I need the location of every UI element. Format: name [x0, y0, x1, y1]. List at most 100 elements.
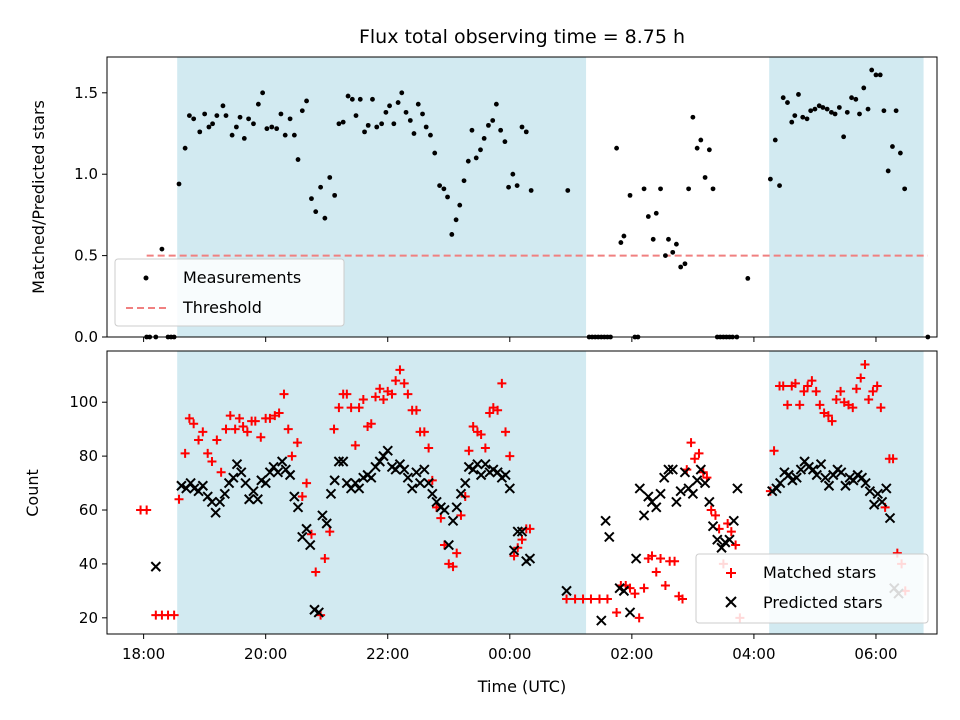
measurement-point [182, 145, 188, 151]
measurement-point [873, 72, 879, 78]
matched-star-point [651, 567, 661, 577]
matched-star-point [811, 386, 821, 396]
measurement-point [789, 119, 795, 125]
measurement-point [264, 126, 270, 132]
matched-star-point [782, 400, 792, 410]
measurement-point [370, 96, 375, 102]
matched-star-point [448, 562, 458, 572]
measurement-point [357, 96, 363, 102]
measurement-point [506, 184, 511, 190]
predicted-star-point [516, 526, 528, 537]
measurement-point [465, 158, 471, 164]
measurement-point [528, 188, 534, 193]
predicted-star-point [811, 469, 822, 481]
measurement-point [176, 181, 182, 187]
measurement-point [653, 210, 659, 216]
predicted-star-point [712, 534, 723, 545]
predicted-star-point [651, 502, 662, 513]
measurement-point [682, 261, 688, 267]
measurement-point [853, 96, 859, 102]
matched-star-point [464, 446, 474, 456]
measurement-point [514, 183, 520, 189]
legend-marker-matched [726, 568, 736, 578]
measurement-point [865, 106, 871, 112]
measurement-point [399, 90, 405, 96]
measurement-point [309, 196, 314, 202]
measurement-point [710, 186, 716, 192]
matched-star-point [169, 610, 179, 620]
matched-star-point [354, 403, 364, 413]
legend-label-matched: Matched stars [763, 563, 876, 582]
predicted-star-point [185, 477, 196, 489]
measurement-point [510, 171, 516, 177]
matched-star-point [807, 376, 817, 386]
measurement-point [197, 129, 203, 135]
matched-star-point [203, 448, 213, 458]
measurement-point [502, 139, 508, 145]
matched-star-point [436, 513, 446, 523]
measurement-point [313, 209, 319, 215]
predicted-star-point [835, 467, 847, 478]
predicted-star-point [868, 499, 880, 510]
measurement-point [383, 109, 389, 115]
measurement-point [869, 67, 875, 73]
bottom-y-ticks: 20 40 60 80 100 [69, 393, 107, 627]
matched-star-point [509, 551, 519, 561]
measurement-point [857, 111, 862, 117]
matched-star-point [279, 389, 289, 399]
predicted-star-point [634, 483, 645, 494]
predicted-star-point [325, 488, 337, 500]
measurement-points [144, 67, 931, 340]
measurement-point [881, 108, 887, 114]
predicted-star-point [292, 502, 304, 513]
measurement-point [327, 175, 333, 180]
measurement-point [428, 132, 433, 138]
predicted-star-point [231, 458, 243, 470]
measurement-point [836, 105, 842, 110]
matched-star-point [586, 594, 596, 604]
matched-star-point [456, 510, 466, 520]
measurement-point [473, 155, 479, 161]
matched-star-point [860, 359, 870, 369]
legend-marker-measurements [143, 275, 149, 281]
matched-star-point [872, 381, 882, 391]
predicted-star-point [252, 494, 263, 505]
measurement-point [690, 114, 696, 120]
measurement-point [663, 253, 668, 259]
predicted-star-point [374, 456, 386, 467]
predicted-star-point [630, 553, 642, 564]
x-tick-label: 04:00 [732, 645, 775, 663]
matched-star-point [287, 451, 297, 461]
measurement-point [490, 118, 496, 123]
measurement-point [210, 121, 215, 127]
matched-star-point [670, 556, 680, 566]
measurement-point [519, 124, 525, 130]
measurement-point [841, 134, 847, 140]
predicted-star-point [480, 458, 491, 470]
chart-title: Flux total observing time = 8.75 h [359, 26, 685, 48]
matched-star-point [517, 535, 527, 545]
measurement-point [486, 122, 491, 128]
measurement-point [220, 103, 226, 109]
predicted-star-point [297, 531, 308, 543]
measurement-point [621, 233, 627, 239]
measurement-point [260, 90, 266, 96]
matched-star-point [868, 386, 878, 396]
top-y-axis-label: Matched/Predicted stars [29, 100, 48, 294]
matched-star-point [562, 594, 572, 604]
measurement-point [767, 176, 773, 182]
predicted-star-point [329, 475, 340, 486]
predicted-star-point [313, 607, 324, 618]
predicted-star-point [206, 496, 218, 508]
measurement-point [678, 264, 684, 270]
measurement-point [820, 105, 826, 110]
measurement-point [812, 106, 818, 112]
predicted-star-point [272, 467, 284, 478]
predicted-star-point [301, 523, 312, 535]
predicted-star-point [411, 467, 422, 478]
measurement-point [274, 126, 280, 132]
x-tick-label: 00:00 [488, 645, 531, 663]
measurement-point [241, 135, 247, 141]
predicted-star-point [524, 553, 536, 564]
predicted-star-point [504, 483, 516, 494]
